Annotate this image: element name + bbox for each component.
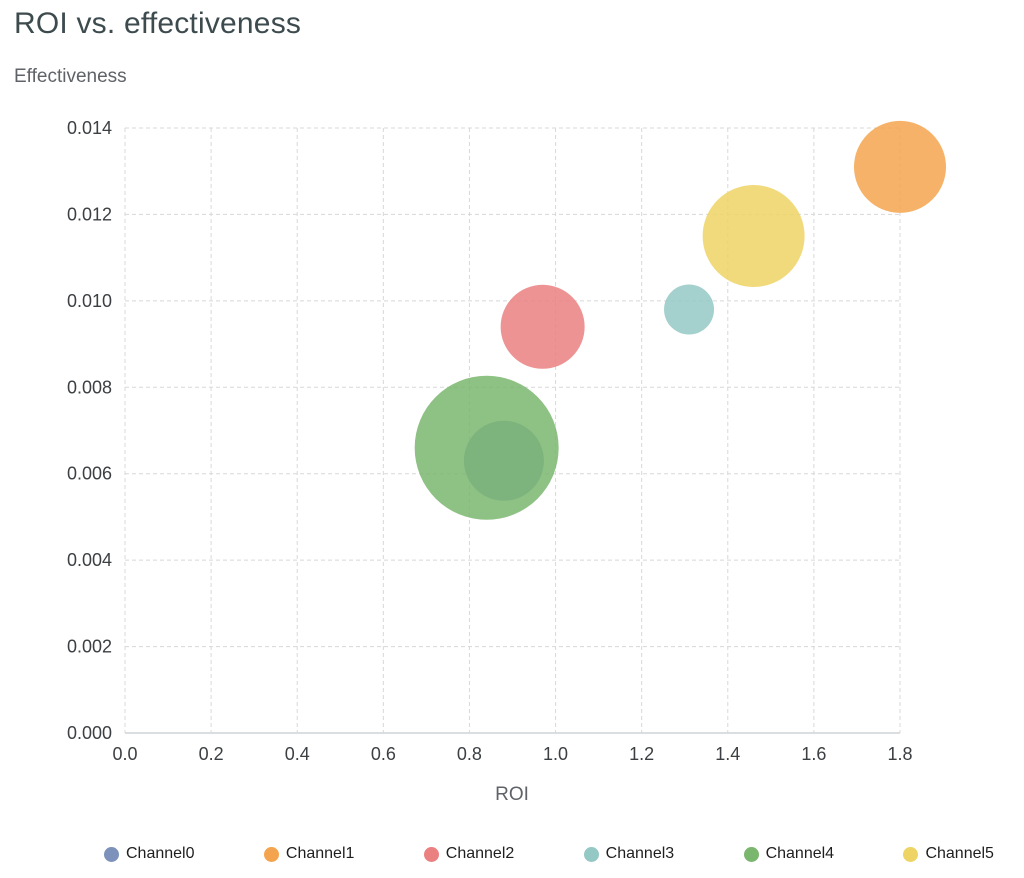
legend-label: Channel0 [126, 845, 195, 862]
x-tick-label: 1.2 [629, 744, 654, 764]
legend-label: Channel3 [605, 845, 675, 862]
legend-swatch-icon [423, 846, 439, 862]
y-axis-title: Effectiveness [14, 66, 127, 87]
legend-swatch-icon [583, 846, 599, 862]
x-tick-label: 1.0 [543, 744, 568, 764]
legend-label: Channel4 [765, 845, 835, 862]
x-tick-label: 0.2 [199, 744, 224, 764]
x-tick-label: 0.0 [112, 744, 137, 764]
bubble-channel3[interactable] [664, 284, 715, 335]
x-tick-label: 1.4 [715, 744, 740, 764]
chart-legend: Channel0 Channel1 Channel2 Channel3 Channel4… [104, 845, 994, 863]
y-tick-label: 0.004 [67, 550, 112, 570]
legend-item-channel2[interactable]: Channel2 [423, 845, 515, 863]
x-tick-label: 0.4 [285, 744, 310, 764]
bubble-channel2[interactable] [500, 284, 585, 369]
x-tick-label: 0.6 [371, 744, 396, 764]
y-tick-label: 0.006 [67, 464, 112, 484]
legend-swatch-icon [903, 846, 919, 862]
legend-swatch-icon [743, 846, 759, 862]
y-tick-label: 0.002 [67, 637, 112, 657]
bubble-channel1[interactable] [854, 120, 946, 213]
x-tick-label: 1.6 [801, 744, 826, 764]
legend-item-channel4[interactable]: Channel4 [743, 845, 835, 863]
x-tick-label: 0.8 [457, 744, 482, 764]
x-axis-title: ROI [495, 784, 529, 805]
legend-item-channel5[interactable]: Channel5 [903, 845, 994, 863]
y-tick-label: 0.008 [67, 377, 112, 397]
legend-label: Channel2 [445, 845, 515, 862]
chart-title: ROI vs. effectiveness [14, 7, 302, 40]
y-tick-label: 0.012 [67, 204, 112, 224]
legend-label: Channel1 [285, 845, 355, 862]
legend-swatch-icon [263, 846, 279, 862]
legend-item-channel0[interactable]: Channel0 [104, 845, 195, 863]
y-tick-label: 0.010 [67, 291, 112, 311]
x-tick-label: 1.8 [887, 744, 912, 764]
y-tick-label: 0.014 [67, 118, 112, 138]
legend-item-channel3[interactable]: Channel3 [583, 845, 675, 863]
legend-swatch-icon [104, 846, 119, 862]
bubble-channel4[interactable] [414, 375, 559, 520]
bubble-channel5[interactable] [702, 185, 805, 288]
legend-item-channel1[interactable]: Channel1 [263, 845, 355, 863]
legend-label: Channel5 [925, 845, 994, 862]
y-tick-label: 0.000 [67, 723, 112, 743]
